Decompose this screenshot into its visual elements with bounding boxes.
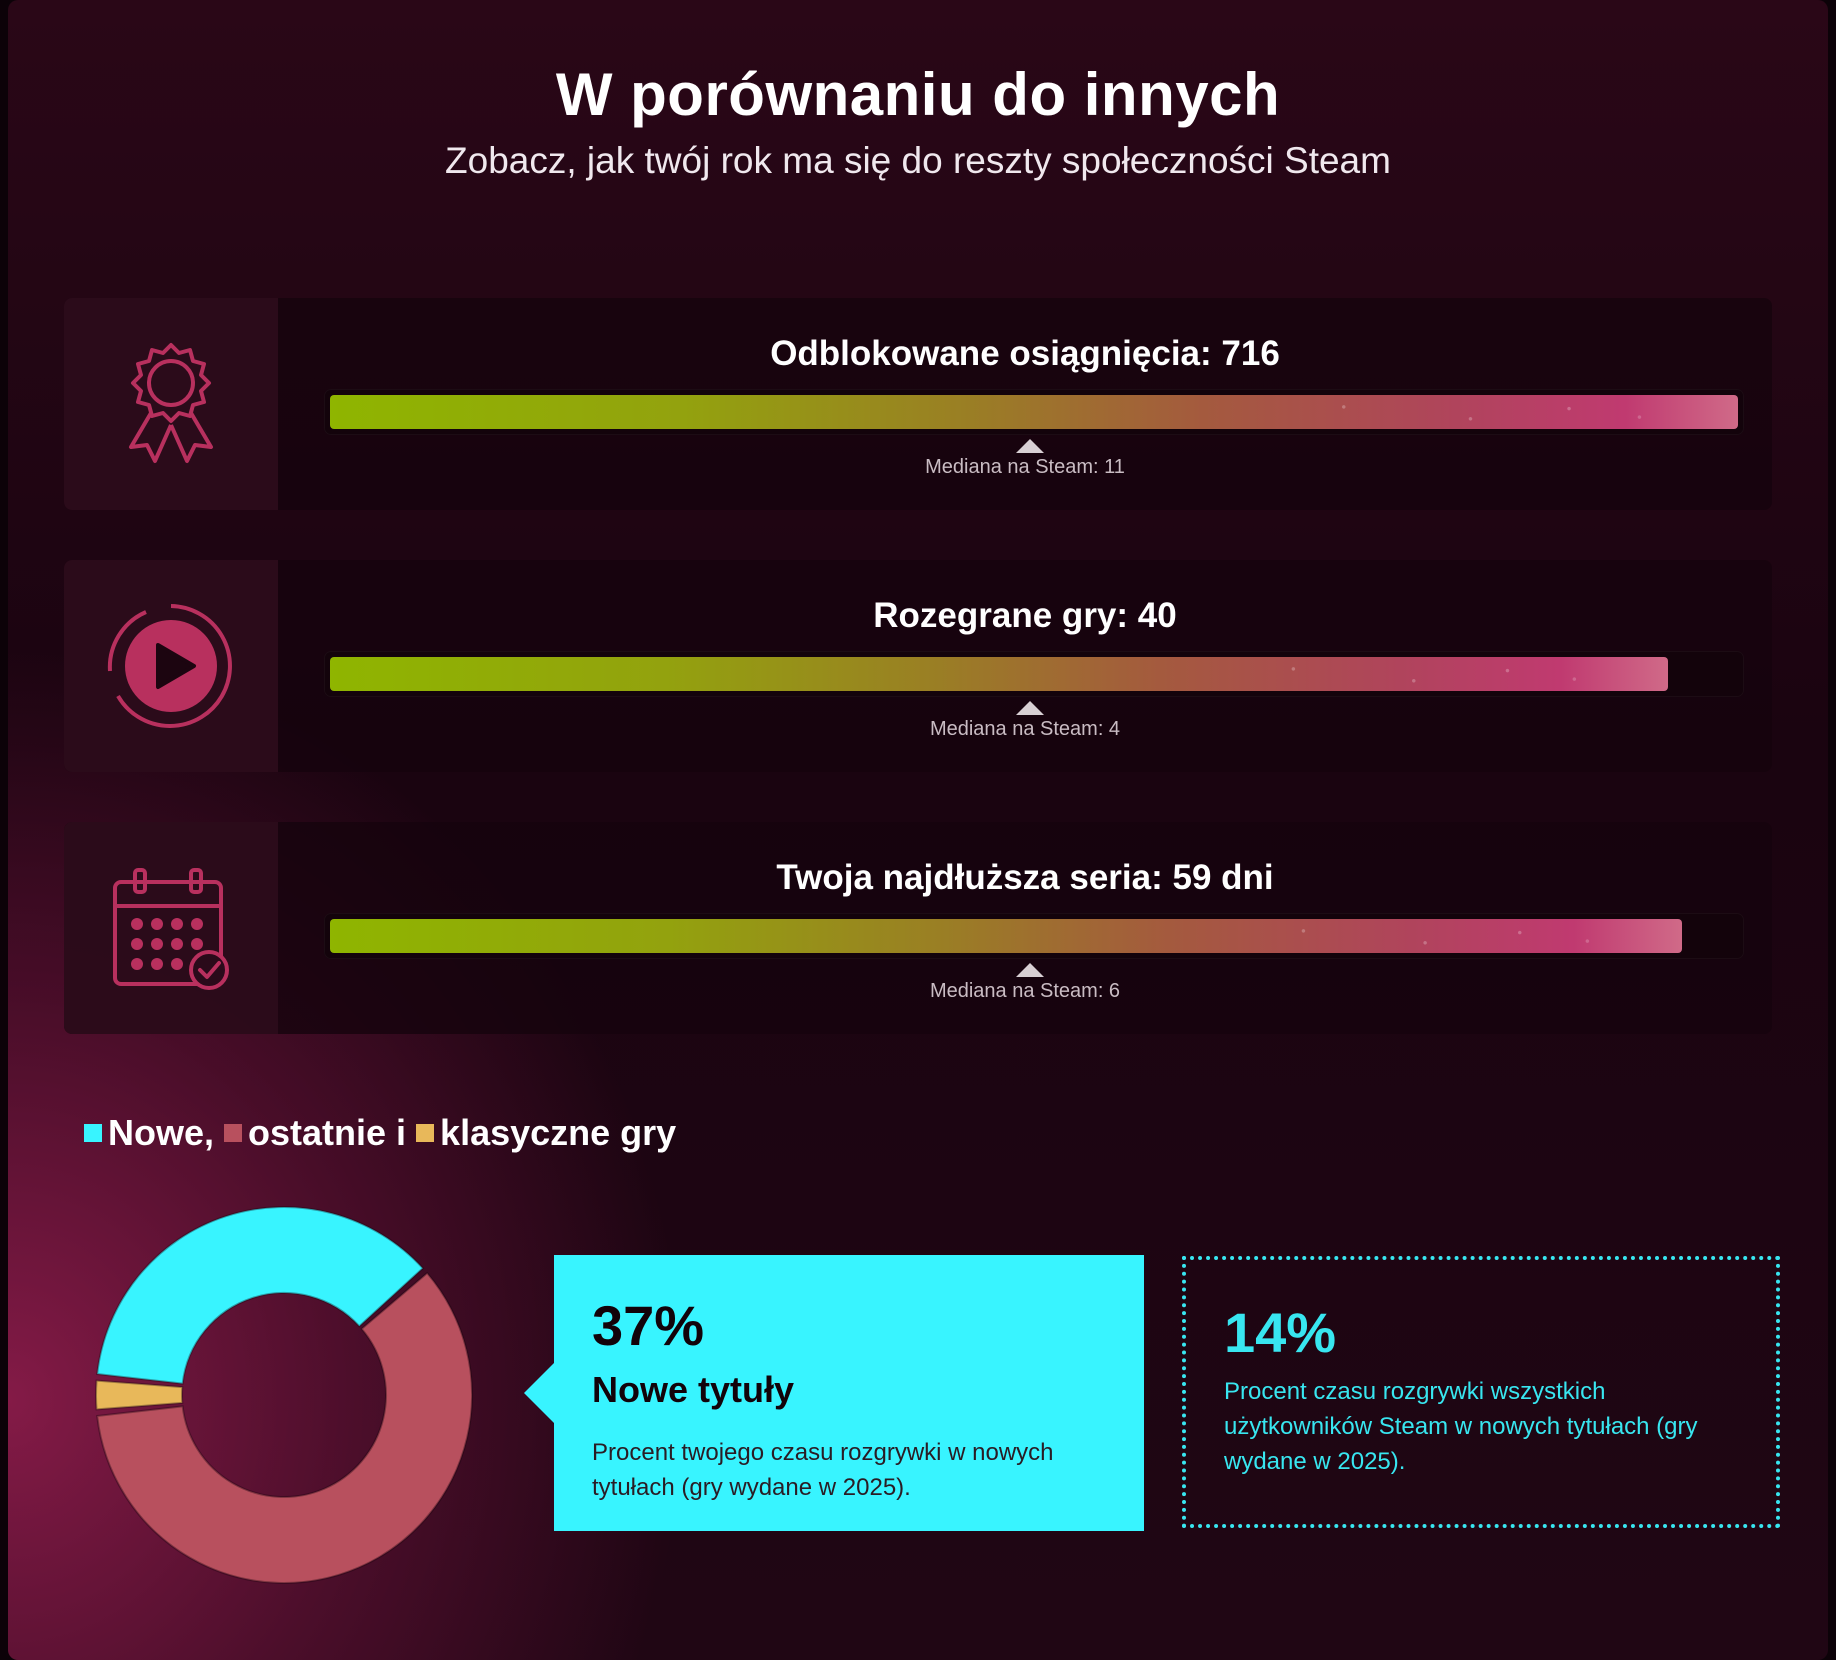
award-ribbon-icon — [129, 343, 213, 463]
callout-heading: Nowe tytuły — [592, 1369, 795, 1410]
community-description: Procent czasu rozgrywki wszystkich użytk… — [1224, 1378, 1698, 1475]
play-circle-icon — [107, 604, 232, 728]
median-marker — [1016, 963, 1044, 977]
stat-label: Odblokowane osiągnięcia: 716 — [770, 334, 1280, 373]
community-percent: 14% — [1224, 1301, 1337, 1364]
callout-percent: 37% — [592, 1294, 705, 1357]
legend-item-recent: ostatnie i — [224, 1112, 406, 1154]
donut-slice-new — [96, 1206, 425, 1385]
donut-slice-recent — [96, 1271, 473, 1584]
stat-card-achievements: Odblokowane osiągnięcia: 716 Mediana na … — [64, 298, 1772, 510]
stat-card-games-played: Rozegrane gry: 40 Mediana na Steam: 4 — [64, 560, 1772, 772]
legend-swatch — [84, 1124, 102, 1142]
median-label: Mediana na Steam: 4 — [929, 718, 1121, 740]
median-label: Mediana na Steam: 6 — [929, 980, 1121, 1002]
progress-bar — [324, 651, 1744, 697]
page-title: W porównaniu do innych — [555, 61, 1281, 128]
median-label: Mediana na Steam: 11 — [925, 456, 1125, 478]
legend-label: klasyczne gry — [440, 1112, 677, 1153]
stat-label: Rozegrane gry: 40 — [873, 596, 1177, 635]
legend-swatch — [224, 1124, 243, 1142]
page-subtitle: Zobacz, jak twój rok ma się do reszty sp… — [445, 140, 1391, 181]
new-titles-callout: 37% Nowe tytuły Procent twojego czasu ro… — [524, 1255, 1144, 1531]
calendar-check-icon — [113, 868, 229, 990]
legend-label: Nowe, — [108, 1112, 215, 1153]
legend-item-classic: klasyczne gry — [416, 1112, 676, 1154]
stat-card-longest-streak: Twoja najdłuższa seria: 59 dni Mediana n… — [64, 822, 1772, 1034]
page: W porównaniu do innych Zobacz, jak twój … — [8, 0, 1828, 1660]
progress-fill — [330, 919, 1682, 953]
median-marker — [1016, 439, 1044, 453]
chart-legend: Nowe, ostatnie i klasyczne gry — [84, 1112, 686, 1154]
progress-bar — [324, 913, 1744, 959]
legend-swatch — [416, 1124, 435, 1142]
callout-description: Procent twojego czasu rozgrywki w nowych… — [592, 1439, 1054, 1501]
legend-item-new: Nowe, — [84, 1112, 214, 1154]
progress-fill — [330, 657, 1668, 691]
community-stat-box: 14% Procent czasu rozgrywki wszystkich u… — [1182, 1256, 1780, 1528]
donut-chart — [95, 1206, 473, 1584]
progress-bar — [324, 389, 1744, 435]
legend-label: ostatnie i — [248, 1112, 407, 1153]
median-marker — [1016, 701, 1044, 715]
stat-label: Twoja najdłuższa seria: 59 dni — [776, 858, 1274, 897]
progress-fill — [330, 395, 1738, 429]
donut-slice-classic — [95, 1379, 184, 1411]
